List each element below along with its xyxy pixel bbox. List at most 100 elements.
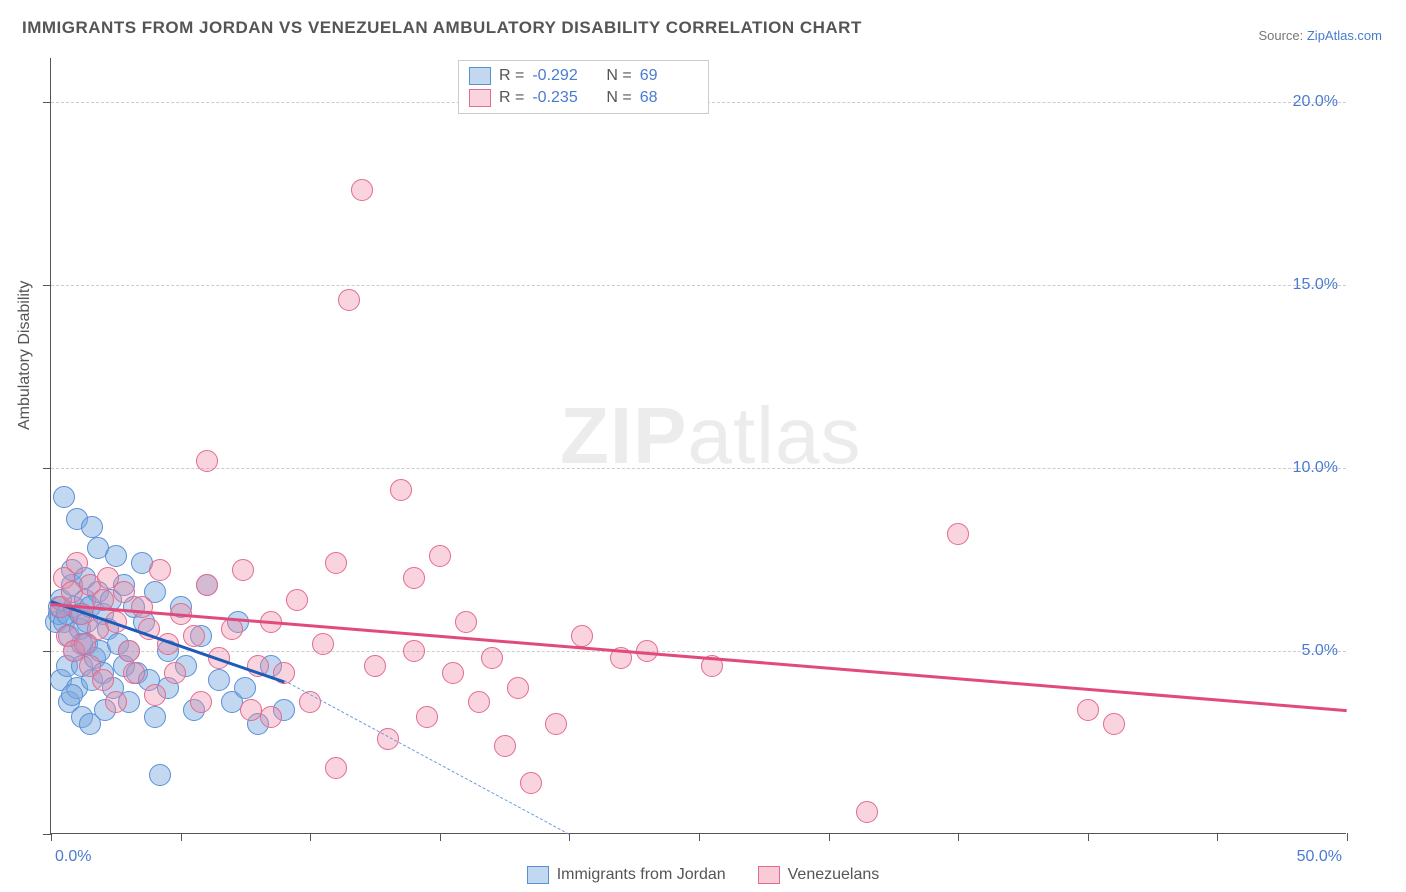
x-tick	[1347, 833, 1348, 841]
data-point	[571, 625, 593, 647]
y-axis-title: Ambulatory Disability	[16, 281, 34, 430]
data-point	[312, 633, 334, 655]
data-point	[338, 289, 360, 311]
y-tick	[43, 468, 51, 469]
r-value: -0.235	[532, 89, 590, 107]
x-tick	[829, 833, 830, 841]
data-point	[507, 677, 529, 699]
data-point	[232, 559, 254, 581]
y-tick-label: 20.0%	[1293, 93, 1338, 111]
chart-title: IMMIGRANTS FROM JORDAN VS VENEZUELAN AMB…	[22, 18, 862, 38]
data-point	[481, 647, 503, 669]
data-point	[53, 486, 75, 508]
x-tick	[958, 833, 959, 841]
data-point	[1103, 713, 1125, 735]
x-tick	[699, 833, 700, 841]
series-legend: Immigrants from Jordan Venezuelans	[0, 866, 1406, 884]
x-tick-label: 50.0%	[1297, 848, 1342, 866]
legend-item: Venezuelans	[758, 866, 880, 884]
data-point	[947, 523, 969, 545]
y-tick-label: 15.0%	[1293, 276, 1338, 294]
x-tick	[569, 833, 570, 841]
y-tick	[43, 834, 51, 835]
data-point	[123, 662, 145, 684]
data-point	[403, 640, 425, 662]
r-label: R =	[499, 67, 524, 85]
data-point	[325, 757, 347, 779]
data-point	[325, 552, 347, 574]
data-point	[390, 479, 412, 501]
legend-label: Venezuelans	[788, 866, 880, 884]
r-label: R =	[499, 89, 524, 107]
x-tick-label: 0.0%	[55, 848, 91, 866]
gridline	[51, 468, 1346, 469]
data-point	[856, 801, 878, 823]
data-point	[260, 706, 282, 728]
legend-row: R = -0.235 N = 68	[469, 87, 698, 109]
data-point	[105, 545, 127, 567]
n-value: 68	[640, 89, 698, 107]
y-tick	[43, 651, 51, 652]
data-point	[118, 640, 140, 662]
n-label: N =	[606, 89, 631, 107]
legend-label: Immigrants from Jordan	[557, 866, 726, 884]
legend-swatch	[758, 866, 780, 884]
data-point	[190, 691, 212, 713]
data-point	[545, 713, 567, 735]
data-point	[468, 691, 490, 713]
y-tick	[43, 285, 51, 286]
data-point	[144, 684, 166, 706]
data-point	[240, 699, 262, 721]
r-value: -0.292	[532, 67, 590, 85]
n-label: N =	[606, 67, 631, 85]
gridline	[51, 651, 1346, 652]
data-point	[131, 596, 153, 618]
x-tick	[1217, 833, 1218, 841]
source-label: Source:	[1258, 28, 1306, 43]
data-point	[494, 735, 516, 757]
chart-source: Source: ZipAtlas.com	[1258, 28, 1382, 43]
x-tick	[51, 833, 52, 841]
data-point	[196, 450, 218, 472]
data-point	[113, 581, 135, 603]
data-point	[66, 552, 88, 574]
gridline	[51, 285, 1346, 286]
trend-line	[284, 680, 570, 835]
data-point	[61, 684, 83, 706]
source-value: ZipAtlas.com	[1307, 28, 1382, 43]
legend-swatch	[527, 866, 549, 884]
data-point	[183, 625, 205, 647]
data-point	[520, 772, 542, 794]
correlation-legend: R = -0.292 N = 69 R = -0.235 N = 68	[458, 60, 709, 114]
data-point	[92, 669, 114, 691]
legend-swatch	[469, 67, 491, 85]
y-tick	[43, 102, 51, 103]
x-tick	[440, 833, 441, 841]
y-tick-label: 10.0%	[1293, 459, 1338, 477]
x-tick	[181, 833, 182, 841]
data-point	[1077, 699, 1099, 721]
data-point	[455, 611, 477, 633]
data-point	[164, 662, 186, 684]
y-tick-label: 5.0%	[1302, 642, 1338, 660]
data-point	[442, 662, 464, 684]
data-point	[105, 691, 127, 713]
data-point	[429, 545, 451, 567]
data-point	[149, 764, 171, 786]
legend-item: Immigrants from Jordan	[527, 866, 726, 884]
data-point	[208, 669, 230, 691]
n-value: 69	[640, 67, 698, 85]
data-point	[364, 655, 386, 677]
x-tick	[1088, 833, 1089, 841]
data-point	[234, 677, 256, 699]
data-point	[416, 706, 438, 728]
data-point	[286, 589, 308, 611]
data-point	[149, 559, 171, 581]
data-point	[351, 179, 373, 201]
data-point	[196, 574, 218, 596]
legend-row: R = -0.292 N = 69	[469, 65, 698, 87]
data-point	[81, 516, 103, 538]
x-tick	[310, 833, 311, 841]
data-point	[144, 706, 166, 728]
legend-swatch	[469, 89, 491, 107]
